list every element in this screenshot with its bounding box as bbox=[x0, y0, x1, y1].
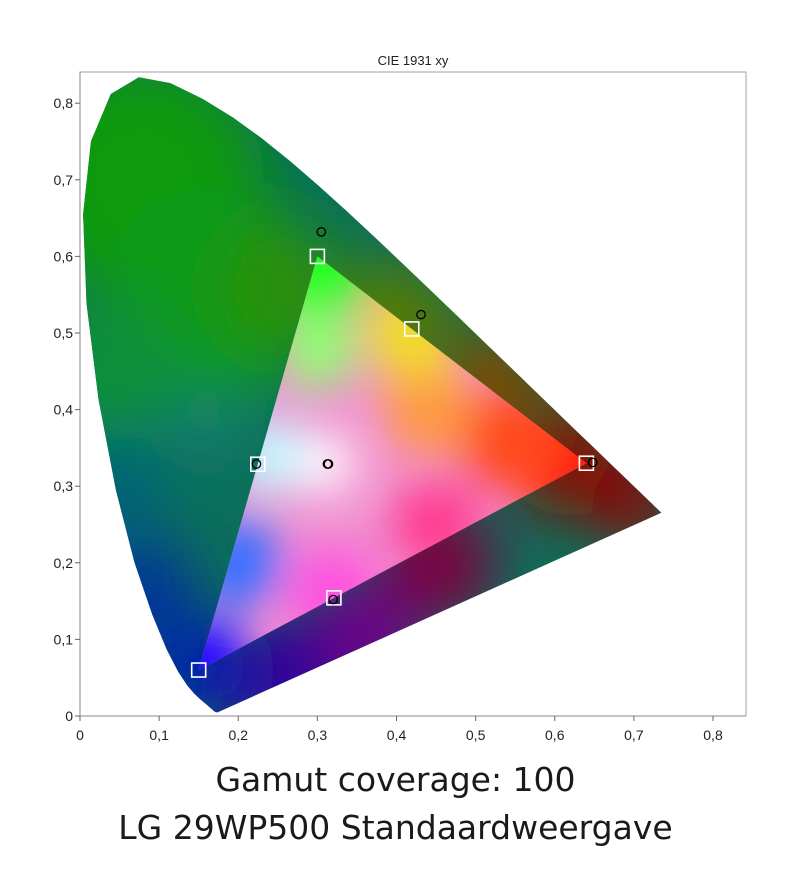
y-tick-label: 0,3 bbox=[54, 478, 74, 494]
y-tick-label: 0,2 bbox=[54, 555, 74, 571]
axes: 0 0,1 0,2 0,3 0,4 0,5 0,6 0,7 0,8 0 0,1 0,2 0,3 0,4 0,… bbox=[54, 72, 746, 743]
measured-circle-marker bbox=[416, 309, 426, 320]
x-tick-label: 0,2 bbox=[229, 727, 249, 743]
y-tick-label: 0,6 bbox=[54, 248, 74, 264]
measured-circle-marker bbox=[316, 227, 327, 237]
x-tick-label: 0,7 bbox=[624, 727, 644, 743]
target-square-marker bbox=[326, 590, 342, 606]
target-square-marker bbox=[403, 321, 420, 337]
y-tick-label: 0,8 bbox=[54, 95, 74, 111]
x-tick-label: 0,6 bbox=[545, 727, 565, 743]
y-tick-label: 0 bbox=[65, 708, 73, 724]
cie-chart: 0 0,1 0,2 0,3 0,4 0,5 0,6 0,7 0,8 0 0,1 0,2 0,3 0,4 0,… bbox=[54, 53, 747, 743]
monitor-model-caption: LG 29WP500 Standaardweergave bbox=[118, 808, 673, 847]
y-tick-label: 0,4 bbox=[54, 402, 74, 418]
x-tick-label: 0,5 bbox=[466, 727, 486, 743]
chart-title: CIE 1931 xy bbox=[378, 53, 449, 68]
y-tick-label: 0,7 bbox=[54, 172, 74, 188]
x-tick-label: 0,4 bbox=[387, 727, 407, 743]
y-tick-label: 0,5 bbox=[54, 325, 74, 341]
measured-circle-marker bbox=[322, 459, 333, 469]
data-markers bbox=[190, 227, 598, 678]
target-square-marker bbox=[249, 456, 266, 473]
x-tick-label: 0,3 bbox=[308, 727, 328, 743]
gamut-coverage-caption: Gamut coverage: 100 bbox=[215, 760, 576, 799]
measured-circle-marker bbox=[587, 457, 598, 468]
target-square-marker bbox=[578, 455, 595, 472]
y-tick-label: 0,1 bbox=[54, 631, 74, 647]
target-square-marker bbox=[309, 248, 326, 265]
measured-circle-marker bbox=[251, 459, 262, 469]
measured-circle-marker bbox=[328, 594, 339, 605]
x-tick-label: 0,8 bbox=[703, 727, 723, 743]
x-tick-label: 0 bbox=[76, 727, 84, 743]
target-square-marker bbox=[190, 662, 207, 678]
x-tick-label: 0,1 bbox=[149, 727, 169, 743]
